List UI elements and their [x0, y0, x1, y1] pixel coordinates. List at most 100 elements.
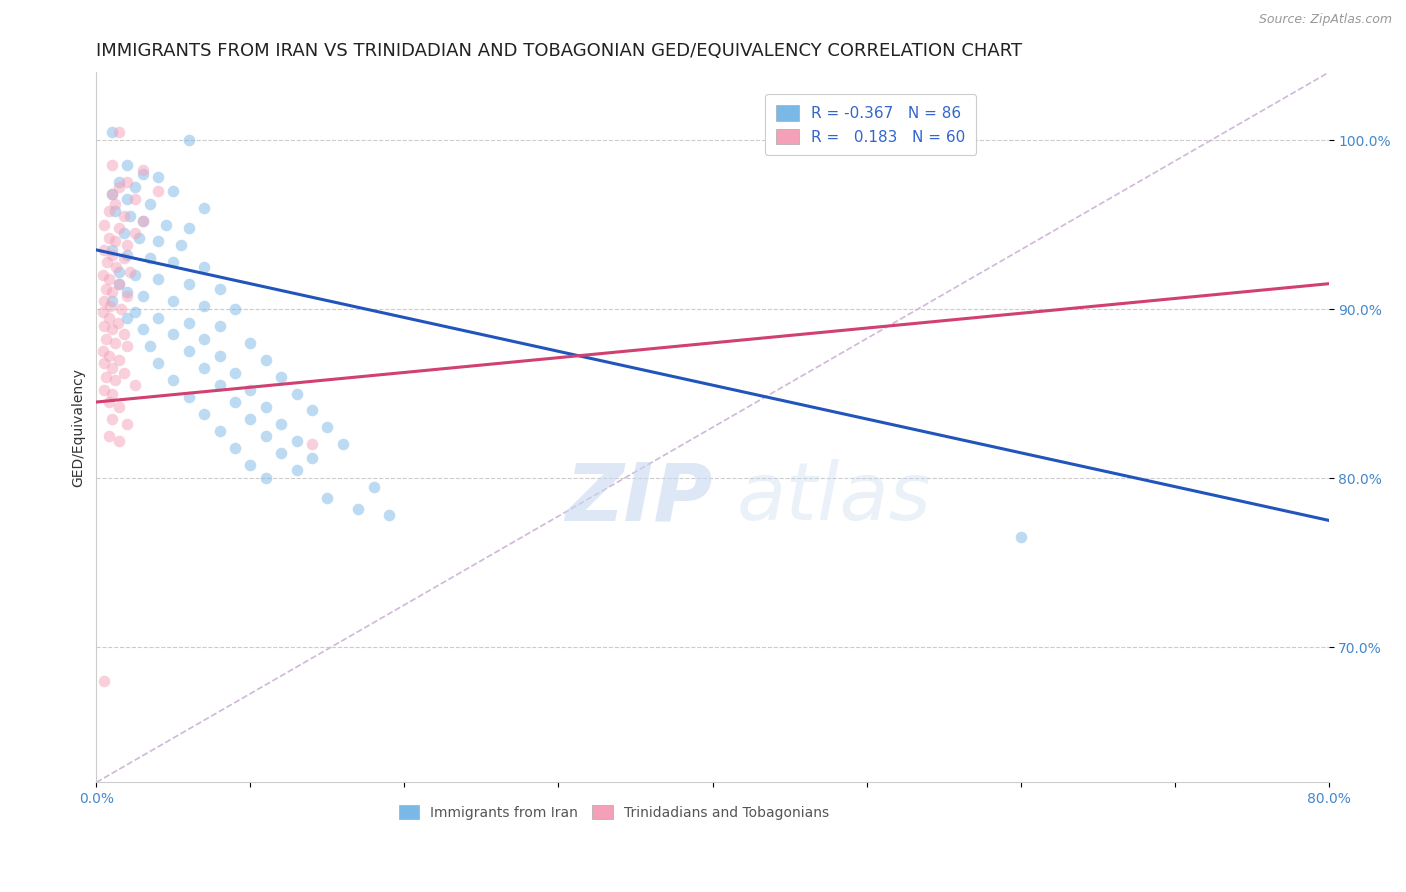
Point [93, 356, 115, 370]
Point [112, 252, 135, 266]
Point [124, 378, 146, 392]
Point [139, 339, 162, 353]
Point [301, 403, 323, 417]
Text: ZIP: ZIP [565, 459, 713, 537]
Point [239, 383, 262, 397]
Point [363, 479, 385, 493]
Point [94, 333, 117, 347]
Point [97, 310, 120, 325]
Text: IMMIGRANTS FROM IRAN VS TRINIDADIAN AND TOBAGONIAN GED/EQUIVALENCY CORRELATION C: IMMIGRANTS FROM IRAN VS TRINIDADIAN AND … [97, 42, 1022, 60]
Point [177, 316, 200, 330]
Point [93, 383, 115, 397]
Point [93, 243, 115, 257]
Point [104, 373, 127, 387]
Point [193, 361, 215, 376]
Point [115, 417, 138, 431]
Point [97, 231, 120, 245]
Point [100, 158, 122, 172]
Point [108, 221, 131, 235]
Point [139, 197, 162, 211]
Text: atlas: atlas [737, 459, 932, 537]
Point [162, 373, 184, 387]
Point [115, 192, 138, 206]
Point [94, 282, 117, 296]
Point [254, 400, 277, 414]
Point [177, 221, 200, 235]
Point [104, 335, 127, 350]
Point [108, 180, 131, 194]
Point [100, 293, 122, 308]
Legend: Immigrants from Iran, Trinidadians and Tobagonians: Immigrants from Iran, Trinidadians and T… [392, 799, 835, 825]
Point [139, 252, 162, 266]
Point [112, 209, 135, 223]
Point [107, 316, 129, 330]
Point [108, 277, 131, 291]
Y-axis label: GED/Equivalency: GED/Equivalency [72, 368, 86, 487]
Point [146, 356, 169, 370]
Point [146, 310, 169, 325]
Point [120, 209, 142, 223]
Point [124, 268, 146, 283]
Text: Source: ZipAtlas.com: Source: ZipAtlas.com [1258, 13, 1392, 27]
Point [131, 163, 153, 178]
Point [162, 327, 184, 342]
Point [115, 339, 138, 353]
Point [193, 333, 215, 347]
Point [112, 366, 135, 380]
Point [301, 450, 323, 465]
Point [131, 167, 153, 181]
Point [128, 231, 150, 245]
Point [193, 407, 215, 421]
Point [162, 184, 184, 198]
Point [104, 197, 127, 211]
Point [239, 335, 262, 350]
Point [208, 318, 231, 333]
Point [285, 434, 308, 448]
Point [208, 378, 231, 392]
Point [208, 424, 231, 438]
Point [170, 237, 193, 252]
Point [100, 125, 122, 139]
Point [347, 501, 370, 516]
Point [177, 133, 200, 147]
Point [224, 395, 246, 409]
Point [91, 268, 114, 283]
Point [108, 352, 131, 367]
Point [193, 299, 215, 313]
Point [224, 366, 246, 380]
Point [100, 248, 122, 262]
Point [115, 248, 138, 262]
Point [104, 204, 127, 219]
Point [270, 369, 292, 384]
Point [124, 192, 146, 206]
Point [285, 463, 308, 477]
Point [93, 218, 115, 232]
Point [162, 254, 184, 268]
Point [270, 417, 292, 431]
Point [115, 288, 138, 302]
Point [112, 226, 135, 240]
Point [131, 214, 153, 228]
Point [270, 446, 292, 460]
Point [108, 434, 131, 448]
Point [332, 437, 354, 451]
Point [131, 288, 153, 302]
Point [224, 441, 246, 455]
Point [110, 301, 132, 316]
Point [108, 175, 131, 189]
Point [146, 271, 169, 285]
Point [162, 293, 184, 308]
Point [105, 260, 128, 274]
Point [301, 437, 323, 451]
Point [239, 458, 262, 472]
Point [93, 318, 115, 333]
Point [124, 180, 146, 194]
Point [146, 235, 169, 249]
Point [115, 285, 138, 300]
Point [97, 271, 120, 285]
Point [193, 201, 215, 215]
Point [93, 673, 115, 688]
Point [115, 175, 138, 189]
Point [115, 158, 138, 172]
Point [91, 305, 114, 319]
